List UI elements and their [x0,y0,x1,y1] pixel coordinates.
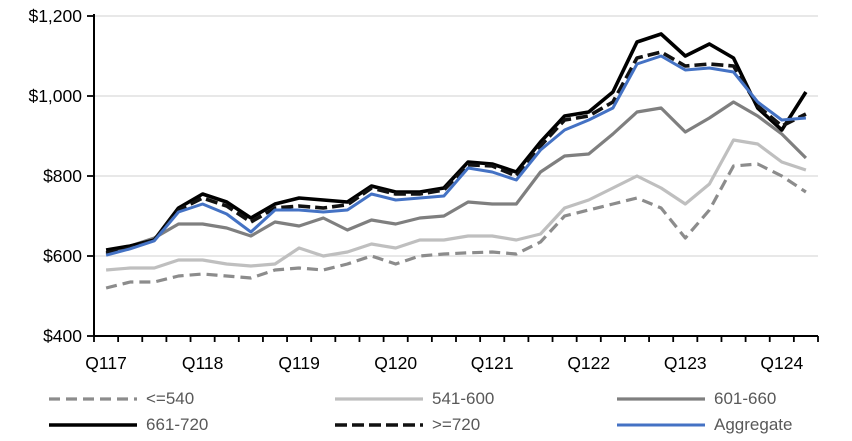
series-line-720 [105,50,807,255]
x-tick-label: Q121 [471,353,514,373]
legend-swatch [617,423,705,427]
legend-item-541-600: 541-600 [335,388,494,410]
legend-swatch [335,397,423,401]
y-tick-label: $1,000 [28,86,82,106]
legend-label: <=540 [146,389,195,408]
legend-label: 601-660 [714,389,777,408]
legend-label: 661-720 [146,415,209,434]
series-line-601-660 [105,100,808,256]
series-line-540 [105,162,807,290]
x-tick-label: Q124 [760,353,803,373]
legend-item-601-660: 601-660 [617,388,776,410]
legend-swatch [617,397,705,401]
legend-swatch [335,423,423,427]
legend-label: >=720 [432,415,481,434]
legend-label: Aggregate [714,415,793,434]
y-tick-label: $800 [43,166,82,186]
x-tick-label: Q118 [182,353,224,373]
y-tick-label: $1,200 [28,6,82,26]
series-line-541-600 [105,138,807,272]
legend-item-aggregate: Aggregate [617,414,792,436]
legend-label: 541-600 [432,389,495,408]
x-tick-label: Q122 [567,353,610,373]
x-tick-label: Q123 [664,353,707,373]
x-tick-label: Q120 [374,353,417,373]
x-tick-label: Q117 [85,353,127,373]
legend-swatch [49,423,137,427]
legend-item-540: <=540 [49,388,194,410]
legend-swatch [49,397,137,401]
y-tick-label: $600 [43,246,82,266]
legend-item-720: >=720 [335,414,480,436]
legend-item-661-720: 661-720 [49,414,208,436]
series-line-aggregate [105,54,807,257]
x-tick-label: Q119 [278,353,320,373]
y-tick-label: $400 [43,326,82,346]
